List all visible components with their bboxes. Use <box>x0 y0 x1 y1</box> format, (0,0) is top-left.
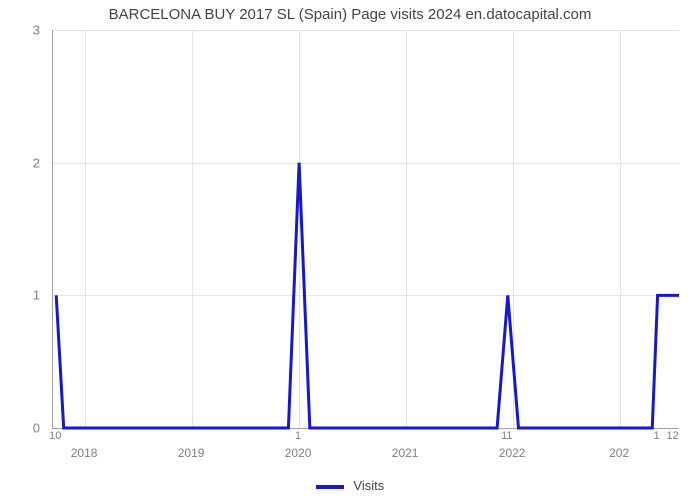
x-tick-label-major: 2020 <box>285 446 312 460</box>
y-tick-label: 1 <box>0 288 40 303</box>
legend: Visits <box>0 478 700 493</box>
x-tick-label-major: 2019 <box>178 446 205 460</box>
y-tick-label: 2 <box>0 155 40 170</box>
legend-swatch <box>316 485 344 489</box>
plot-area <box>52 30 679 429</box>
x-tick-label-major: 2018 <box>71 446 98 460</box>
y-tick-label: 3 <box>0 23 40 38</box>
x-tick-label-minor: 1 <box>654 430 660 442</box>
x-tick-label-minor: 1 <box>295 430 301 442</box>
chart-container: BARCELONA BUY 2017 SL (Spain) Page visit… <box>0 0 700 500</box>
x-tick-label-major: 2021 <box>392 446 419 460</box>
x-tick-label-minor: 12 <box>667 430 679 442</box>
x-tick-label-major: 202 <box>609 446 629 460</box>
series-line <box>53 30 679 428</box>
y-tick-label: 0 <box>0 421 40 436</box>
legend-label: Visits <box>353 478 384 493</box>
x-tick-label-minor: 10 <box>49 430 61 442</box>
x-tick-label-minor: 11 <box>501 430 512 442</box>
chart-title: BARCELONA BUY 2017 SL (Spain) Page visit… <box>0 6 700 23</box>
x-tick-label-major: 2022 <box>499 446 526 460</box>
